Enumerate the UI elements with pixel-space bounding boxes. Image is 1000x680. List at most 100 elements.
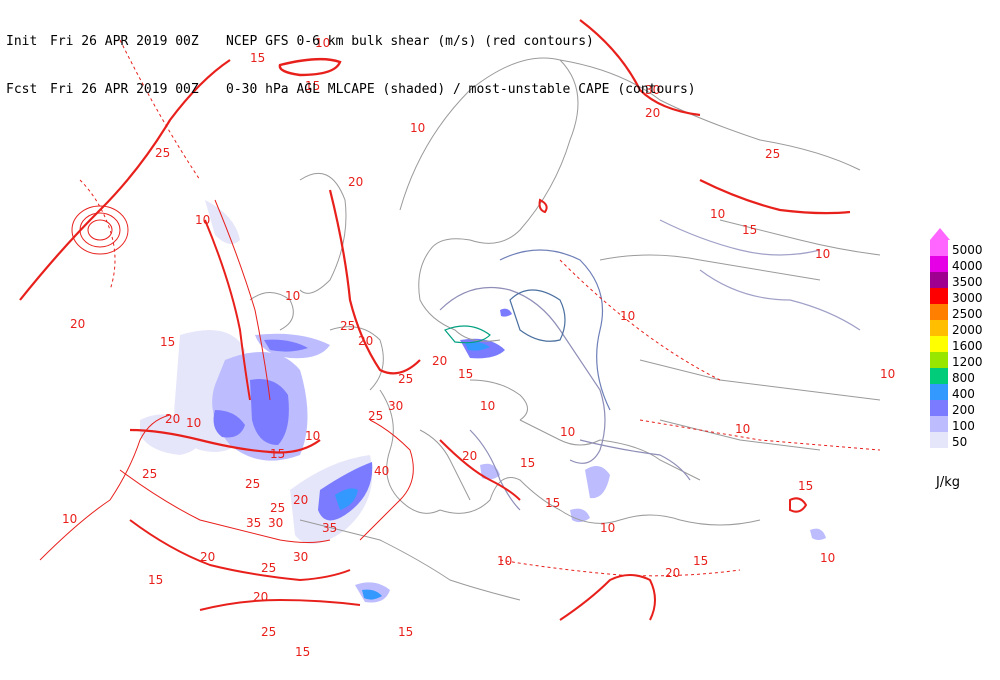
- shear-label: 10: [285, 289, 300, 303]
- legend-value: 400: [952, 387, 975, 401]
- legend-level-2000: 2000: [928, 320, 998, 337]
- shear-label: 10: [600, 521, 615, 535]
- legend-level-100: 100: [928, 416, 998, 433]
- shear-label: 15: [458, 367, 473, 381]
- legend-value: 1600: [952, 339, 983, 353]
- legend-swatch: [930, 384, 948, 400]
- shear-label: 15: [693, 554, 708, 568]
- title-line-1: NCEP GFS 0-6 km bulk shear (m/s) (red co…: [226, 34, 594, 49]
- legend-swatch: [930, 304, 948, 320]
- legend-arrow-icon: [930, 228, 950, 240]
- shear-label: 15: [305, 79, 320, 93]
- shear-label: 15: [148, 573, 163, 587]
- shear-label: 20: [348, 175, 363, 189]
- shear-label: 25: [340, 319, 355, 333]
- legend-level-4000: 4000: [928, 256, 998, 273]
- shear-label: 10: [560, 425, 575, 439]
- legend-level-5000: 5000: [928, 240, 998, 257]
- shear-label: 10: [62, 512, 77, 526]
- shear-label: 20: [358, 334, 373, 348]
- shear-label: 20: [253, 590, 268, 604]
- legend-level-1200: 1200: [928, 352, 998, 369]
- shear-label: 30: [388, 399, 403, 413]
- init-time: Fri 26 APR 2019 00Z: [50, 34, 199, 49]
- shear-label: 10: [815, 247, 830, 261]
- shear-label: 10: [710, 207, 725, 221]
- shear-label: 20: [462, 449, 477, 463]
- shear-label: 25: [270, 501, 285, 515]
- shear-label: 40: [374, 464, 389, 478]
- legend-value: 50: [952, 435, 968, 449]
- init-label: Init: [6, 34, 38, 49]
- legend-value: 800: [952, 371, 975, 385]
- shear-label: 35: [246, 516, 261, 530]
- shear-label: 15: [250, 51, 265, 65]
- legend-swatch: [930, 336, 948, 352]
- legend-swatch: [930, 256, 948, 272]
- shear-label: 20: [165, 412, 180, 426]
- cape-shading: [140, 200, 826, 603]
- title-line-2: 0-30 hPa AGL MLCAPE (shaded) / most-unst…: [226, 82, 696, 97]
- legend-value: 2500: [952, 307, 983, 321]
- legend-value: 5000: [952, 243, 983, 257]
- legend-swatch: [930, 320, 948, 336]
- legend-swatch: [930, 240, 948, 256]
- legend-value: 3500: [952, 275, 983, 289]
- shear-label: 30: [645, 83, 660, 97]
- legend-level-200: 200: [928, 400, 998, 417]
- shear-contours: [19, 19, 881, 621]
- shear-label: 30: [293, 550, 308, 564]
- legend-units: J/kg: [936, 475, 960, 490]
- shear-label: 10: [195, 213, 210, 227]
- shear-label: 20: [665, 566, 680, 580]
- shear-label: 25: [261, 561, 276, 575]
- shear-label: 15: [798, 479, 813, 493]
- shear-label: 15: [295, 645, 310, 659]
- shear-label: 10: [186, 416, 201, 430]
- coastlines: [249, 57, 881, 601]
- legend-swatch: [930, 432, 948, 448]
- legend-swatch: [930, 416, 948, 432]
- shear-label: 25: [142, 467, 157, 481]
- shear-label: 10: [820, 551, 835, 565]
- map-header: Init Fri 26 APR 2019 00Z NCEP GFS 0-6 km …: [6, 2, 766, 114]
- shear-label: 20: [293, 493, 308, 507]
- legend-swatch: [930, 400, 948, 416]
- legend-level-400: 400: [928, 384, 998, 401]
- legend-value: 2000: [952, 323, 983, 337]
- shear-label: 10: [305, 429, 320, 443]
- legend-level-2500: 2500: [928, 304, 998, 321]
- shear-label: 15: [270, 447, 285, 461]
- fcst-label: Fcst: [6, 82, 38, 97]
- shear-label: 20: [200, 550, 215, 564]
- legend-level-3500: 3500: [928, 272, 998, 289]
- shear-label: 20: [70, 317, 85, 331]
- shear-label: 10: [497, 554, 512, 568]
- legend-value: 100: [952, 419, 975, 433]
- legend-value: 200: [952, 403, 975, 417]
- legend-swatch: [930, 288, 948, 304]
- shear-label: 10: [410, 121, 425, 135]
- legend-value: 3000: [952, 291, 983, 305]
- shear-label: 10: [880, 367, 895, 381]
- shear-label: 30: [268, 516, 283, 530]
- shear-label: 20: [645, 106, 660, 120]
- legend-value: 4000: [952, 259, 983, 273]
- shear-label: 10: [315, 36, 330, 50]
- shear-minimum-rings: [71, 205, 129, 255]
- fcst-time: Fri 26 APR 2019 00Z: [50, 82, 199, 97]
- legend-level-3000: 3000: [928, 288, 998, 305]
- shear-label: 25: [155, 146, 170, 160]
- shear-label: 15: [742, 223, 757, 237]
- shear-label: 15: [545, 496, 560, 510]
- shear-label: 25: [368, 409, 383, 423]
- shear-label: 35: [322, 521, 337, 535]
- shear-label: 10: [735, 422, 750, 436]
- shear-label: 25: [245, 477, 260, 491]
- shear-label: 15: [160, 335, 175, 349]
- legend-swatch: [930, 272, 948, 288]
- legend-level-1600: 1600: [928, 336, 998, 353]
- shear-label: 10: [480, 399, 495, 413]
